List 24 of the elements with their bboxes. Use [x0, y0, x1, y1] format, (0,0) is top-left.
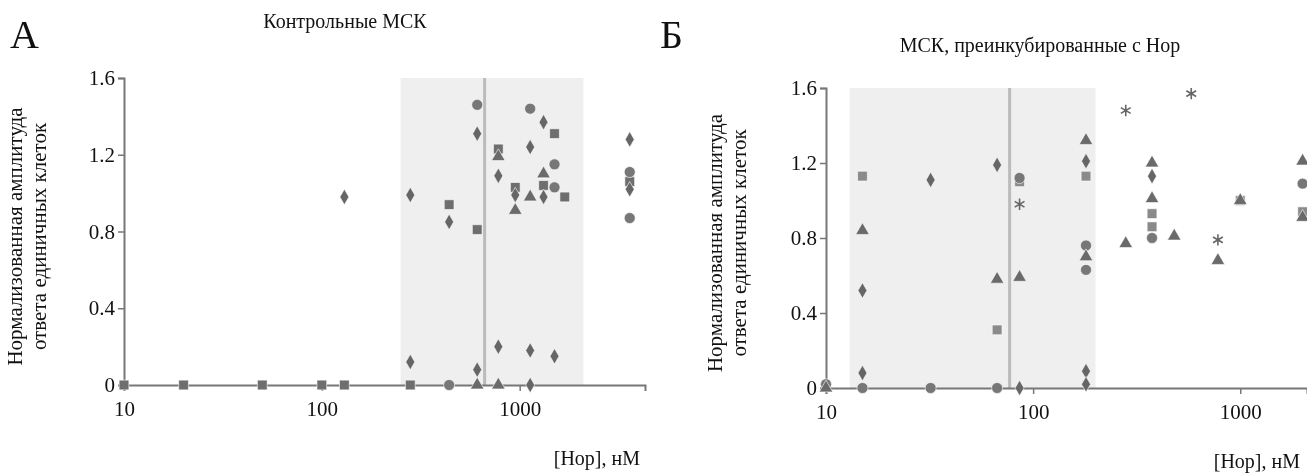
y-tick-label: 1.6 — [790, 76, 817, 101]
y-tick-label: 1.2 — [790, 151, 817, 176]
y-tick-label: 0.8 — [88, 219, 115, 244]
chart-title: МСК, преинкубированные с Нор — [899, 34, 1181, 57]
text: А — [10, 12, 39, 57]
x-axis-title: [Нор], нМ — [553, 447, 641, 470]
y-tick-label: 1.6 — [88, 66, 115, 91]
x-tick-label: 10 — [816, 399, 837, 424]
y-tick-label: 0.4 — [790, 301, 818, 326]
y-tick-label: 0.8 — [790, 226, 817, 251]
y-tick-label: 0.4 — [88, 296, 116, 321]
y-tick-label: 0 — [104, 373, 115, 398]
x-tick-label: 10 — [114, 396, 135, 421]
text: Б — [660, 12, 683, 57]
y-axis-title: Нормализованная амплитуда ответа единичных клеток — [703, 113, 751, 373]
x-tick-label: 1000 — [1219, 399, 1262, 424]
y-tick-label: 1.2 — [88, 142, 115, 167]
x-axis-title: [Нор], нМ — [1213, 450, 1301, 473]
chart-title: Контрольные МСК — [263, 10, 428, 33]
x-tick-label: 100 — [306, 396, 339, 421]
x-tick-label: 100 — [1017, 399, 1050, 424]
y-axis-title: Нормализованная амплитуда ответа единичных клеток — [3, 106, 51, 366]
x-tick-label: 1000 — [499, 396, 542, 421]
y-tick-label: 0 — [806, 376, 817, 401]
